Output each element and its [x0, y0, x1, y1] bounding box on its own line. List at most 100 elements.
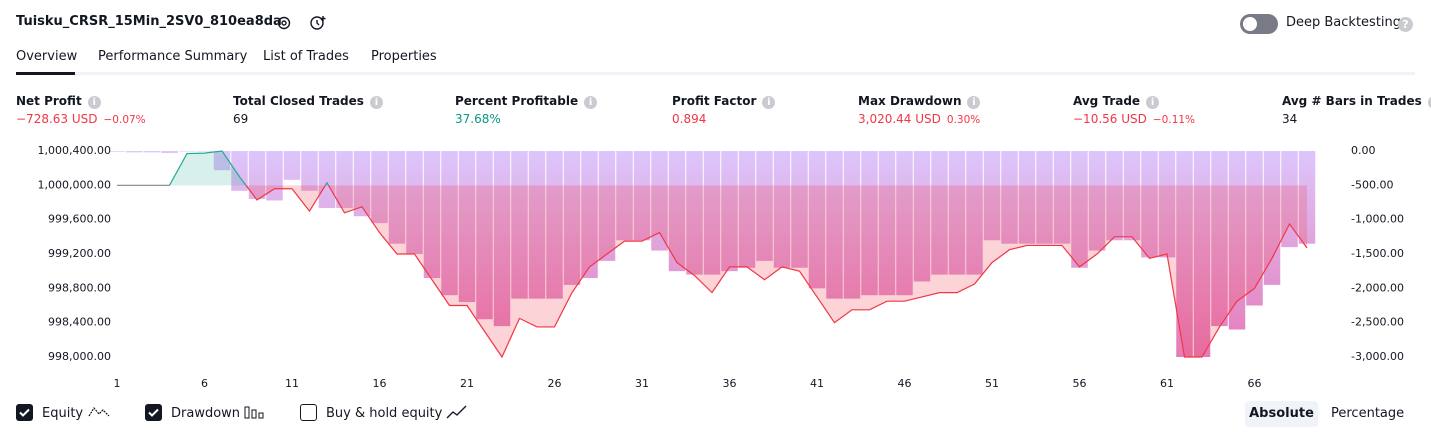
deep-backtesting-label: Deep Backtesting: [1286, 15, 1402, 30]
value: 3,020.44 USD: [858, 112, 941, 126]
drawdown-bar: [283, 151, 301, 180]
metric-label: Profit Factor i: [672, 94, 776, 109]
y2-tick-label: 0.00: [1351, 144, 1376, 157]
y-tick-label: 999,200.00: [48, 247, 111, 260]
drawdown-bar: [756, 151, 773, 261]
legend-entry: Equity: [42, 406, 84, 421]
absolute-button[interactable]: Absolute: [1245, 401, 1318, 427]
drawdown-bar: [913, 151, 931, 282]
label: Net Profit: [16, 94, 82, 108]
drawdown-bar: [1281, 151, 1298, 248]
tab[interactable]: Performance Summary: [98, 49, 248, 64]
y2-tick-label: -1,500.00: [1351, 247, 1404, 260]
drawdown-bar: [703, 151, 721, 275]
drawdown-bar: [721, 151, 738, 272]
change: 0.30%: [946, 114, 981, 126]
drawdown-bar: [1211, 151, 1228, 327]
drawdown-bar: [388, 151, 406, 244]
equity-area: [245, 185, 1307, 357]
equity-line: [117, 185, 1308, 359]
metric-value: −10.56 USD −0.11%: [1073, 112, 1195, 126]
drawdown-bar: [423, 151, 441, 279]
drawdown-bar: [966, 151, 983, 275]
drawdown-bar: [738, 151, 756, 268]
equity-chart: 1,000,400.00 1,000,000.00 999,600.00 999,20…: [38, 144, 1404, 390]
help-icon[interactable]: ?: [1398, 17, 1413, 32]
add-alert-icon[interactable]: [309, 14, 327, 32]
y-tick-label: 999,600.00: [48, 213, 111, 226]
tab[interactable]: Overview: [16, 49, 78, 64]
drawdown-bar: [1123, 151, 1141, 241]
metric-label: Percent Profitable i: [455, 94, 598, 109]
y-tick-label: 1,000,000.00: [38, 178, 111, 191]
drawdown-bar: [126, 151, 143, 153]
legend-entry: Drawdown: [171, 406, 241, 421]
drawdown-bar: [1088, 151, 1106, 251]
drawdown-bar: [528, 151, 546, 299]
y2-tick-label: -3,000.00: [1351, 350, 1404, 363]
drawdown-bar: [1071, 151, 1088, 268]
metric-value: 37.68%: [455, 112, 501, 126]
x-tick-label: 61: [1160, 377, 1174, 390]
drawdown-bar: [318, 151, 336, 208]
drawdown-bar: [493, 151, 511, 327]
label: Total Closed Trades: [233, 94, 364, 108]
metric-label: Max Drawdown i: [858, 94, 981, 109]
metric-value: 0.894: [672, 112, 706, 126]
drawdown-bar: [1193, 151, 1211, 357]
drawdown-bar: [108, 151, 126, 152]
drawdown-bar: [633, 151, 651, 241]
drawdown-bar: [826, 151, 843, 299]
buy-hold-checkbox[interactable]: [300, 404, 317, 421]
drawdown-bar: [336, 151, 353, 208]
drawdown-bar: [371, 151, 388, 224]
label: Max Drawdown: [858, 94, 962, 108]
x-tick-label: 31: [635, 377, 649, 390]
deep-backtesting-toggle[interactable]: [1240, 14, 1278, 34]
settings-icon[interactable]: [276, 15, 292, 31]
strategy-title: Tuisku_CRSR_15Min_2SV0_810ea8da: [16, 14, 282, 29]
y2-tick-label: -2,500.00: [1351, 316, 1404, 329]
x-tick-label: 11: [285, 377, 299, 390]
drawdown-bar: [1106, 151, 1123, 241]
y-tick-label: 998,000.00: [48, 350, 111, 363]
y-tick-label: 1,000,400.00: [38, 144, 111, 157]
x-tick-label: 51: [985, 377, 999, 390]
active-tab-indicator: [16, 72, 75, 75]
value: 37.68%: [455, 112, 501, 126]
value: 34: [1282, 112, 1298, 126]
tab-divider: [16, 72, 1415, 75]
y2-tick-label: -1,000.00: [1351, 213, 1404, 226]
x-tick-label: 6: [201, 377, 208, 390]
equity-area: [117, 151, 1307, 186]
drawdown-bar: [1228, 151, 1246, 330]
drawdown-bar: [1158, 151, 1176, 258]
equity-checkbox[interactable]: [16, 404, 33, 421]
metric-value: 69: [233, 112, 248, 126]
buy-hold-icon: [446, 405, 467, 419]
value: −10.56 USD: [1073, 112, 1147, 126]
change: −0.11%: [1152, 114, 1196, 126]
x-tick-label: 1: [114, 377, 121, 390]
drawdown-bar: [231, 151, 248, 191]
metric-value: −728.63 USD −0.07%: [16, 112, 146, 126]
drawdown-bar: [1176, 151, 1193, 357]
drawdown-bar: [931, 151, 948, 275]
drawdown-checkbox[interactable]: [145, 404, 162, 421]
drawdown-bar: [896, 151, 913, 296]
tab[interactable]: List of Trades: [263, 49, 349, 64]
label: Avg # Bars in Trades: [1282, 94, 1422, 108]
drawdown-bar: [161, 151, 178, 154]
drawdown-bar: [581, 151, 598, 279]
drawdown-bar: [546, 151, 563, 299]
y2-tick-label: -500.00: [1351, 178, 1393, 191]
x-tick-label: 21: [460, 377, 474, 390]
label: Profit Factor: [672, 94, 757, 108]
value: −728.63 USD: [16, 112, 98, 126]
drawdown-bar: [843, 151, 861, 299]
percentage-button[interactable]: Percentage: [1331, 406, 1405, 421]
drawdown-bar: [301, 151, 318, 191]
tab[interactable]: Properties: [371, 49, 437, 64]
metric-value: 3,020.44 USD 0.30%: [858, 112, 980, 126]
